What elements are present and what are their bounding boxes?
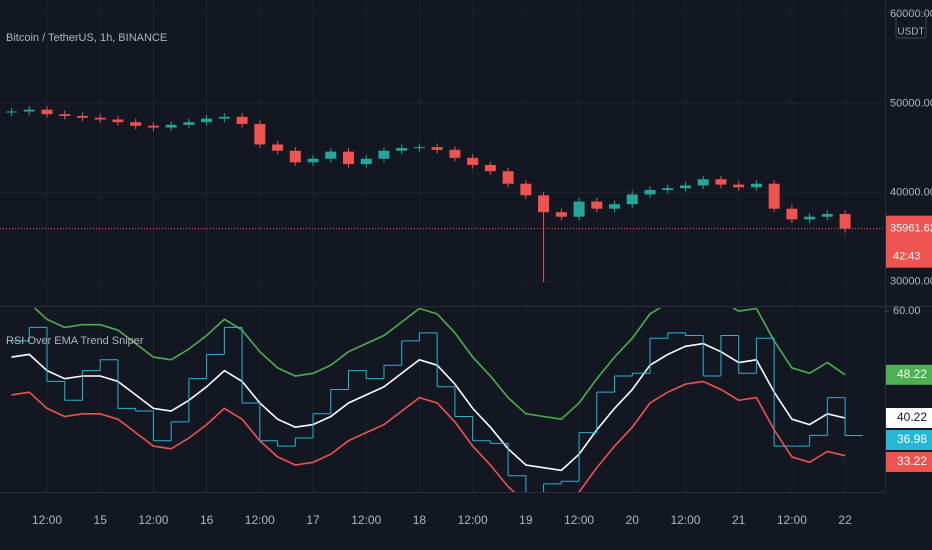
- indicator-line: [11, 342, 846, 472]
- indicator-pane: [11, 308, 863, 492]
- candle-body: [662, 188, 674, 190]
- x-tick-label: 18: [413, 513, 427, 527]
- x-tick-label: 12:00: [670, 513, 700, 527]
- indicator-title: RSI Over EMA Trend Sniper: [6, 335, 144, 347]
- x-tick-label: 12:00: [245, 513, 275, 527]
- x-tick-label: 20: [626, 513, 640, 527]
- x-tick-label: 12:00: [777, 513, 807, 527]
- candle-body: [130, 122, 142, 126]
- y-tick-label: 30000.00: [890, 276, 932, 288]
- candle-body: [715, 179, 727, 185]
- candle-body: [821, 214, 833, 217]
- x-tick-label: 22: [838, 513, 852, 527]
- candle-body: [804, 216, 816, 220]
- candle-body: [697, 179, 709, 186]
- candle-body: [289, 150, 301, 163]
- currency-box[interactable]: [895, 11, 927, 39]
- candle-body: [201, 118, 213, 123]
- x-tick-label: 21: [732, 513, 746, 527]
- candle-body: [165, 124, 177, 128]
- candle-body: [76, 115, 88, 118]
- symbol-title: Bitcoin / TetherUS, 1h, BINANCE: [6, 32, 167, 44]
- x-tick-label: 19: [519, 513, 533, 527]
- last-value-box: [886, 407, 932, 428]
- candle-body: [147, 125, 159, 128]
- y-tick-label: 40000.00: [890, 187, 932, 199]
- candle-body: [23, 109, 35, 112]
- y-tick-label: 50000.00: [890, 97, 932, 109]
- candle-body: [307, 158, 319, 163]
- grid: [0, 0, 885, 492]
- candle-body: [609, 204, 621, 209]
- indicator-line: [33, 308, 846, 421]
- x-tick-label: 15: [94, 513, 108, 527]
- candle-body: [94, 117, 106, 120]
- candle-body: [183, 122, 195, 125]
- candle-body: [750, 183, 762, 188]
- candle-body: [254, 123, 266, 145]
- y-tick-label: 60.00: [893, 305, 921, 317]
- candle-body: [396, 148, 408, 151]
- candle-body: [218, 116, 230, 119]
- candle-body: [520, 183, 532, 196]
- x-tick-label: 12:00: [458, 513, 488, 527]
- x-tick-label: 12:00: [351, 513, 381, 527]
- candle-body: [360, 158, 372, 165]
- candle-body: [839, 214, 851, 229]
- price-label-box: [886, 215, 932, 268]
- axes: 12:00 15 12:00 16 12:00 17 12:00 18 12:00 19 12:00…: [32, 8, 932, 527]
- last-value-box: [886, 429, 932, 450]
- candle-body: [112, 119, 124, 123]
- y-tick-label: 60000.00: [890, 8, 932, 20]
- currency[interactable]: USDT: [897, 27, 924, 38]
- candle-body: [467, 157, 479, 165]
- candle-body: [768, 183, 780, 209]
- candle-body: [733, 184, 745, 188]
- candle-body: [591, 201, 603, 209]
- countdown-label: 42:43: [893, 251, 921, 263]
- x-tick-label: 12:00: [32, 513, 62, 527]
- x-tick-label: 17: [306, 513, 320, 527]
- candle-body: [449, 149, 461, 158]
- x-tick-label: 12:00: [138, 513, 168, 527]
- candle-body: [413, 147, 425, 149]
- last-value-label: 33.22: [897, 454, 927, 468]
- price-label: 35961.62: [890, 223, 932, 235]
- candle-body: [272, 144, 284, 151]
- candle-body: [378, 150, 390, 159]
- last-value-label: 40.22: [897, 410, 927, 424]
- candle-body: [343, 151, 354, 165]
- candle-body: [555, 212, 567, 217]
- x-tick-label: 16: [200, 513, 214, 527]
- candle-body: [6, 111, 18, 113]
- last-value-box: [886, 451, 932, 472]
- last-value-label: 48.22: [897, 367, 927, 381]
- candle-body: [325, 151, 337, 159]
- candle-body: [59, 114, 71, 116]
- candle-body: [431, 147, 443, 150]
- candle-body: [679, 185, 691, 189]
- candle-body: [644, 189, 656, 195]
- candle-body: [502, 171, 514, 184]
- candle-body: [626, 194, 638, 205]
- last-value-box: [886, 364, 932, 385]
- candle-body: [41, 109, 53, 115]
- candle-body: [786, 208, 798, 220]
- candle-body: [538, 195, 550, 213]
- candle-body: [236, 116, 248, 124]
- candle-body: [484, 164, 496, 172]
- candle-body: [573, 201, 585, 217]
- last-value-label: 36.98: [897, 432, 927, 446]
- indicator-line: [11, 380, 846, 492]
- x-tick-label: 12:00: [564, 513, 594, 527]
- price-pane: [0, 106, 885, 282]
